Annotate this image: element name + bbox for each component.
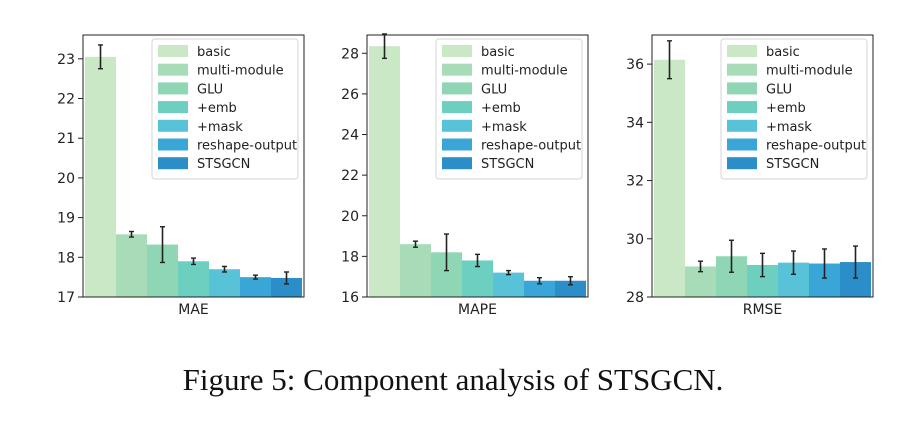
y-tick-label: 36 xyxy=(626,57,644,73)
legend-label: basic xyxy=(481,45,515,60)
legend-swatch xyxy=(727,82,757,95)
legend: basic multi-module GLU +emb +mask reshape-out… xyxy=(720,38,868,180)
figure-caption: Figure 5: Component analysis of STSGCN. xyxy=(182,362,724,397)
y-tick-label: 30 xyxy=(626,232,644,248)
axes-frame xyxy=(651,34,874,298)
legend-swatch xyxy=(158,119,188,132)
legend-label: reshape-output xyxy=(481,139,581,154)
bar-mae-multi-module xyxy=(116,234,147,297)
chart-panel-mape: 16 18 20 22 24 26 28 MAPE basic multi-module GLU +e… xyxy=(341,33,589,318)
legend-swatch xyxy=(158,138,188,151)
legend: basic multi-module GLU +emb +mask reshape-out… xyxy=(435,38,583,180)
legend-label: multi-module xyxy=(766,64,853,79)
bar-mape-multi-module xyxy=(400,244,431,297)
legend-box xyxy=(435,38,583,180)
legend-label: GLU xyxy=(766,82,792,97)
legend-label: +emb xyxy=(481,101,521,116)
legend-swatch xyxy=(442,63,472,76)
bar-mape-reshape-output xyxy=(524,280,555,297)
y-tick-label: 23 xyxy=(57,52,75,68)
legend-swatch xyxy=(158,157,188,170)
bar-rmse-basic xyxy=(654,59,685,297)
legend-label: GLU xyxy=(481,82,507,97)
y-tick-label: 24 xyxy=(341,128,359,144)
legend-label: multi-module xyxy=(481,64,568,79)
legend-label: +emb xyxy=(197,101,237,116)
y-tick-label: 32 xyxy=(626,174,644,190)
y-tick-label: 22 xyxy=(57,92,75,108)
y-tick-label: 28 xyxy=(626,290,644,306)
legend-swatch xyxy=(442,82,472,95)
y-tick-label: 20 xyxy=(57,171,75,187)
legend-label: GLU xyxy=(197,82,223,97)
legend-swatch xyxy=(158,82,188,95)
axes-frame xyxy=(366,34,589,298)
legend-swatch xyxy=(442,119,472,132)
bar-mape-basic xyxy=(369,46,400,297)
legend-swatch xyxy=(727,157,757,170)
bar-mae--mask xyxy=(209,269,240,297)
legend-swatch xyxy=(158,63,188,76)
legend-swatch xyxy=(442,138,472,151)
legend: basic multi-module GLU +emb +mask reshape-out… xyxy=(151,38,299,180)
legend-label: multi-module xyxy=(197,64,284,79)
x-axis-label: RMSE xyxy=(743,302,783,318)
y-tick-label: 20 xyxy=(341,209,359,225)
legend-label: +mask xyxy=(197,120,243,135)
bar-mape-stsgcn xyxy=(555,280,586,297)
legend-label: STSGCN xyxy=(481,157,534,172)
bar-mape--mask xyxy=(493,272,524,297)
bar-mae-basic xyxy=(85,56,116,298)
y-tick-label: 16 xyxy=(341,290,359,306)
legend-box xyxy=(151,38,299,180)
legend-swatch xyxy=(442,157,472,170)
legend-swatch xyxy=(727,63,757,76)
legend-swatch xyxy=(442,45,472,57)
y-tick-label: 34 xyxy=(626,115,644,131)
legend-swatch xyxy=(727,101,757,114)
bar-mae-reshape-output xyxy=(240,277,271,297)
y-tick-label: 28 xyxy=(341,46,359,62)
legend-swatch xyxy=(727,45,757,57)
y-tick-label: 19 xyxy=(57,211,75,227)
legend-label: STSGCN xyxy=(766,157,819,172)
legend-swatch xyxy=(727,138,757,151)
y-tick-label: 18 xyxy=(57,250,75,266)
legend-label: +mask xyxy=(481,120,527,135)
legend-label: basic xyxy=(197,45,231,60)
legend-swatch xyxy=(158,45,188,57)
legend-swatch xyxy=(158,101,188,114)
legend-box xyxy=(720,38,868,180)
y-tick-label: 18 xyxy=(341,249,359,265)
chart-panel-rmse: 28 30 32 34 36 RMSE basic multi-module GLU +emb +m… xyxy=(626,34,874,318)
bar-mae--emb xyxy=(178,261,209,297)
legend-label: +mask xyxy=(766,120,812,135)
y-tick-label: 22 xyxy=(341,168,359,184)
legend-swatch xyxy=(727,119,757,132)
legend-label: reshape-output xyxy=(197,139,297,154)
legend-label: basic xyxy=(766,45,800,60)
x-axis-label: MAPE xyxy=(458,302,497,318)
y-tick-label: 21 xyxy=(57,131,75,147)
legend-label: +emb xyxy=(766,101,806,116)
y-tick-label: 17 xyxy=(57,290,75,306)
legend-label: STSGCN xyxy=(197,157,250,172)
legend-swatch xyxy=(442,101,472,114)
chart-panel-mae: 17 18 19 20 21 22 23 MAE basic multi-module GLU +em… xyxy=(57,34,305,318)
bar-mae-stsgcn xyxy=(271,277,302,297)
axes-frame xyxy=(82,34,305,298)
legend-label: reshape-output xyxy=(766,139,866,154)
y-tick-label: 26 xyxy=(341,87,359,103)
x-axis-label: MAE xyxy=(178,302,209,318)
